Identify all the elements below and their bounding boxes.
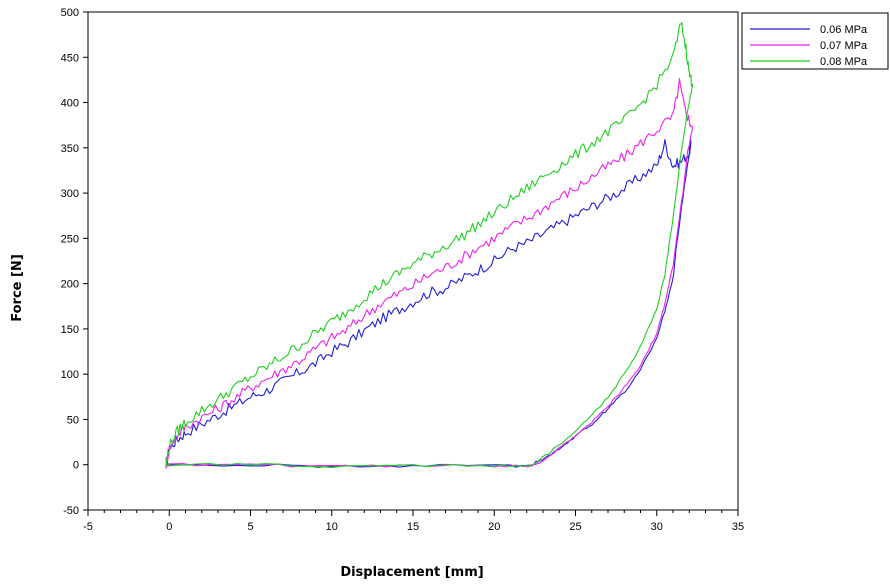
legend-box [741,12,889,70]
x-axis-title: Displacement [mm] [340,565,483,580]
y-tick-label: 400 [61,98,79,110]
y-tick-label: 350 [61,143,79,155]
legend-entry: 0.08 MPa [820,56,868,68]
legend-entry: 0.06 MPa [820,24,868,36]
series-line-1 [165,78,694,469]
y-axis-title: Force [N] [10,254,25,322]
series-layer [165,21,694,469]
y-tick-label: 500 [61,7,79,19]
y-tick-label: 300 [61,188,79,200]
legend-entry: 0.07 MPa [820,40,868,52]
x-tick-label: 10 [326,521,338,533]
y-tick-label: 200 [61,279,79,291]
legend: 0.06 MPa 0.07 MPa 0.08 MPa [741,12,889,70]
y-tick-label: 100 [61,369,79,381]
x-tick-label: 5 [247,521,253,533]
y-tick-label: -50 [63,505,79,517]
x-tick-label: 25 [569,521,581,533]
x-tick-label: 20 [488,521,500,533]
x-tick-label: -5 [83,521,93,533]
x-tick-label: 30 [651,521,663,533]
y-tick-label: 50 [67,414,79,426]
x-tick-label: 35 [732,521,744,533]
x-axis: -5 0 5 10 15 20 25 30 35 [83,510,744,533]
y-tick-label: 150 [61,324,79,336]
y-axis: -50 0 50 100 150 200 250 300 350 400 450 500 [61,7,88,517]
x-tick-label: 0 [166,521,172,533]
x-tick-label: 15 [407,521,419,533]
series-line-0 [165,139,692,468]
y-tick-label: 0 [73,460,79,472]
y-tick-label: 450 [61,52,79,64]
series-line-2 [165,21,694,468]
y-tick-label: 250 [61,233,79,245]
